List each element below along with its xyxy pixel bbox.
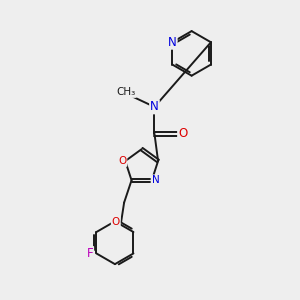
- Text: O: O: [178, 127, 187, 140]
- Text: O: O: [118, 156, 126, 166]
- Text: N: N: [152, 175, 159, 185]
- Text: N: N: [168, 36, 177, 49]
- Text: N: N: [150, 100, 159, 113]
- Text: O: O: [112, 217, 120, 227]
- Text: F: F: [86, 247, 93, 260]
- Text: CH₃: CH₃: [117, 87, 136, 97]
